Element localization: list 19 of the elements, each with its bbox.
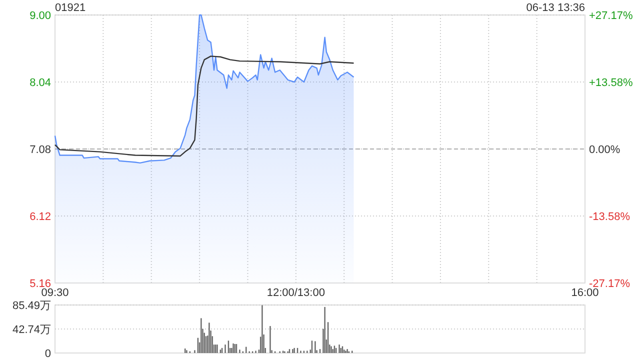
x-tick-label: 12:00/13:00 bbox=[266, 287, 325, 299]
y-tick-label: 5.16 bbox=[30, 278, 51, 290]
text: 06-13 13:36 bbox=[526, 2, 585, 14]
y2-tick-label: -27.17% bbox=[589, 278, 630, 290]
y-tick-label: 85.49万 bbox=[12, 300, 51, 312]
y2-tick-label: 0.00% bbox=[589, 144, 620, 156]
y2-tick-label: +13.58% bbox=[589, 77, 633, 90]
y2-tick-label: +27.17% bbox=[589, 10, 633, 22]
line-series bbox=[54, 56, 354, 157]
y-tick-label: 8.04 bbox=[30, 77, 51, 89]
chart-title: 01921 bbox=[55, 2, 86, 14]
y-tick-label: 0 bbox=[44, 348, 51, 360]
x-tick-label: 16:00 bbox=[571, 287, 599, 299]
y-tick-label: 6.12 bbox=[30, 211, 51, 223]
y-tick-label: 7.08 bbox=[30, 144, 51, 156]
y-tick-label: 9.00 bbox=[30, 10, 51, 22]
y2-tick-label: -13.58% bbox=[589, 210, 630, 223]
y-tick-label: 42.74万 bbox=[12, 324, 51, 336]
x-tick-label: 09:30 bbox=[41, 287, 69, 299]
